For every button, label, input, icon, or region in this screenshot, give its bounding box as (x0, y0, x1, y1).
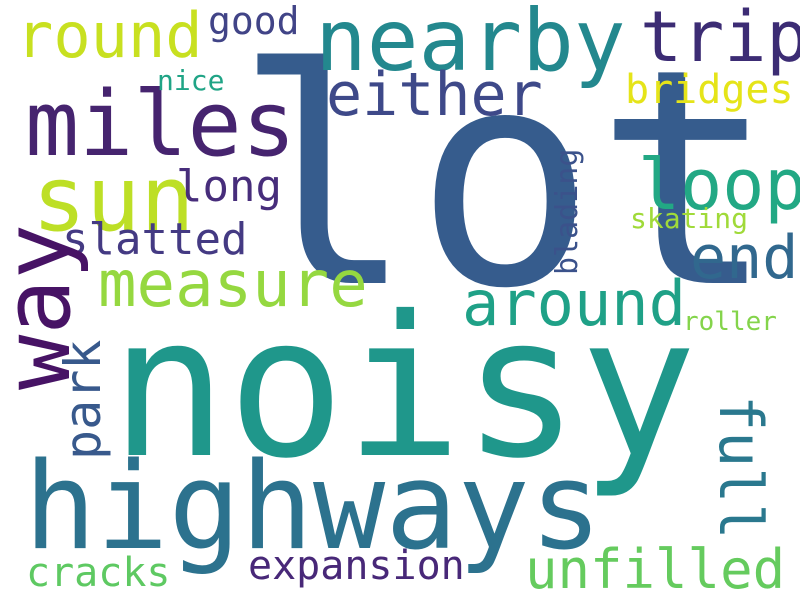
word-noisy: noisy (110, 274, 697, 501)
word-long: long (176, 161, 282, 212)
word-loop: loop (638, 144, 800, 226)
word-trip: trip (640, 0, 800, 78)
word-skating: skating (630, 202, 749, 235)
word-unfilled: unfilled (525, 538, 786, 600)
word-blading: blading (550, 148, 585, 275)
word-slatted: slatted (62, 214, 248, 265)
word-cracks: cracks (26, 550, 171, 596)
word-park: park (54, 339, 112, 460)
word-highways: highways (24, 438, 602, 577)
word-round: round (16, 0, 203, 72)
word-bridges: bridges (625, 67, 794, 113)
word-good: good (208, 0, 300, 43)
word-nice: nice (157, 64, 225, 97)
word-nearby: nearby (315, 0, 626, 91)
word-full: full (705, 395, 775, 540)
word-miles: miles (25, 72, 296, 177)
word-measure: measure (98, 248, 368, 322)
word-either: either (326, 60, 543, 130)
word-around: around (462, 267, 686, 340)
word-roller: roller (683, 307, 777, 337)
word-expansion: expansion (248, 543, 465, 589)
word-lot: lot (234, 5, 776, 354)
word-sun: sun (32, 147, 195, 252)
word-end: end (690, 223, 799, 293)
